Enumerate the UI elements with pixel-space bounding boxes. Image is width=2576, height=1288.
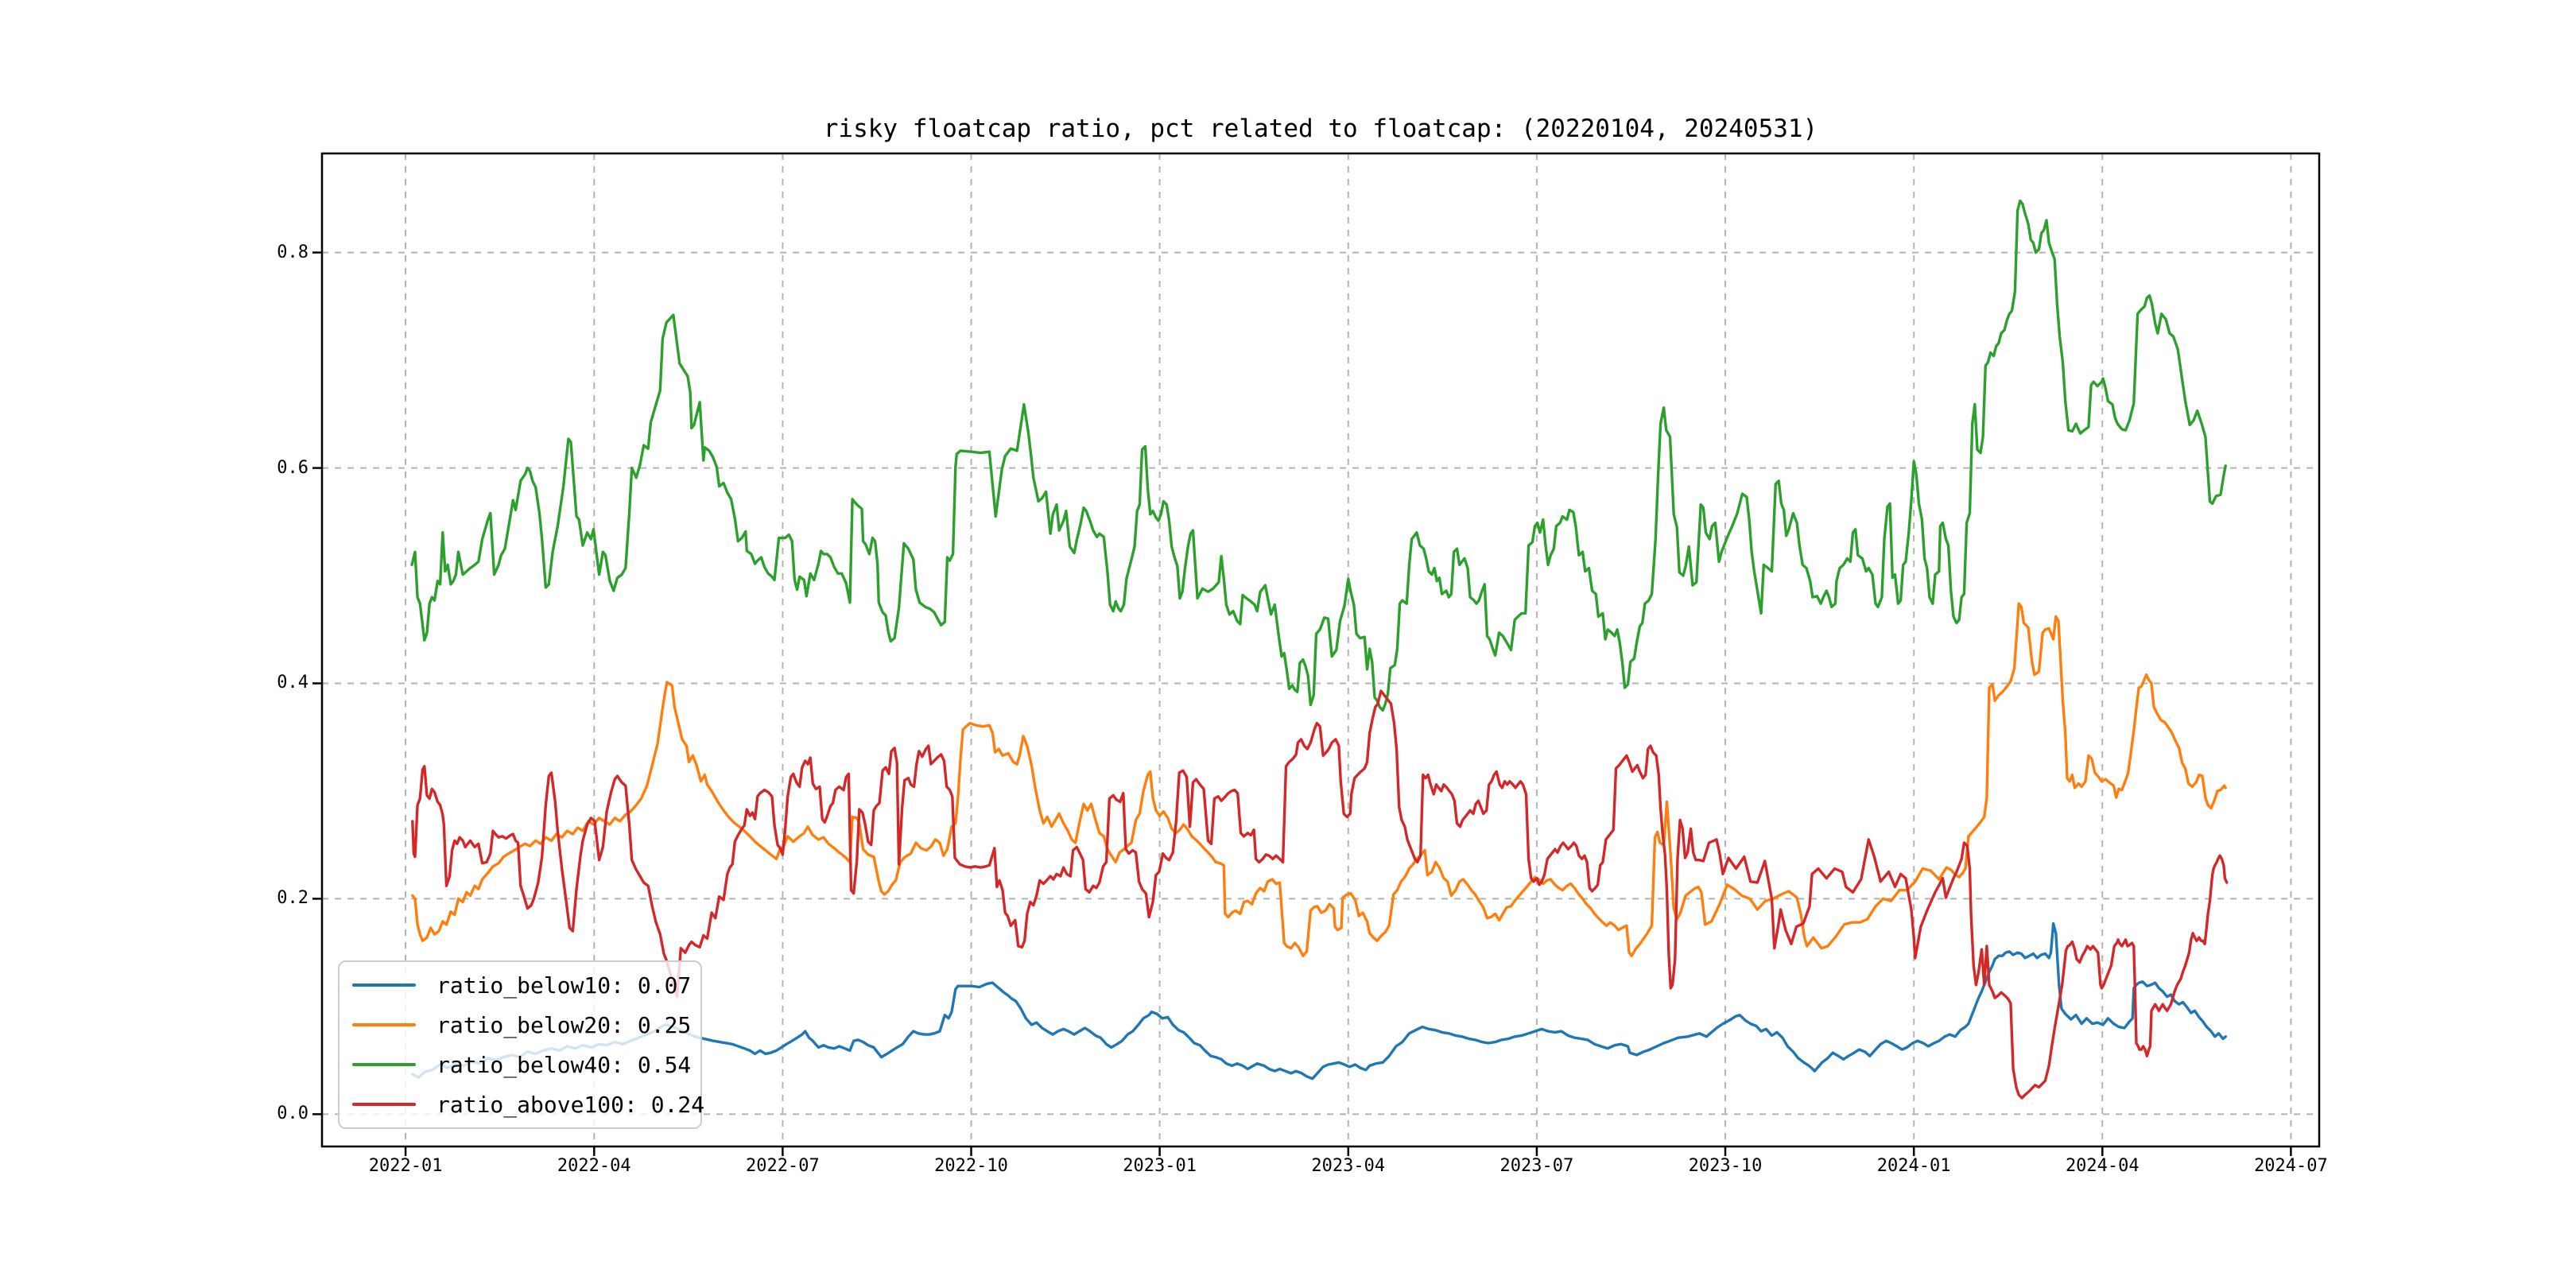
x-tick-label: 2023-10 <box>1688 1156 1763 1176</box>
chart-title: risky floatcap ratio, pct related to flo… <box>823 114 1818 143</box>
legend-item-ratio-above100: ratio_above100: 0.24 <box>339 1084 704 1124</box>
line-ratio_below40 <box>410 199 2227 712</box>
legend-label: ratio_above100: 0.24 <box>436 1091 705 1118</box>
x-tick-label: 2024-07 <box>2254 1156 2328 1176</box>
y-tick-label: 0.6 <box>277 457 308 478</box>
y-tick-label: 0.2 <box>277 888 308 909</box>
y-tick-label: 0.4 <box>277 673 308 693</box>
legend-item-ratio-below20: ratio_below20: 0.25 <box>339 1005 700 1045</box>
line-ratio_below10 <box>411 921 2227 1080</box>
legend-line-sample-orange <box>352 1023 416 1026</box>
legend-line-sample-green <box>352 1063 416 1066</box>
x-tick-label: 2023-01 <box>1123 1156 1197 1176</box>
line-ratio_below20 <box>411 602 2227 957</box>
line-ratio_above100 <box>411 689 2229 1100</box>
x-tick-label: 2024-01 <box>1876 1156 1951 1176</box>
legend-line-sample-blue <box>352 983 416 987</box>
x-tick-label: 2024-04 <box>2065 1156 2140 1176</box>
legend-label: ratio_below20: 0.25 <box>436 1011 692 1038</box>
legend-label: ratio_below10: 0.07 <box>436 972 692 999</box>
legend-item-ratio-below10: ratio_below10: 0.07 <box>339 965 700 1005</box>
x-tick-label: 2023-04 <box>1311 1156 1386 1176</box>
legend-item-ratio-below40: ratio_below40: 0.54 <box>339 1045 700 1084</box>
axes-spines <box>320 152 2321 1148</box>
x-tick-label: 2022-10 <box>934 1156 1008 1176</box>
legend-line-sample-red <box>352 1103 416 1106</box>
x-tick-label: 2022-01 <box>368 1156 443 1176</box>
x-tick-label: 2023-07 <box>1499 1156 1574 1176</box>
x-tick-label: 2022-04 <box>557 1156 631 1176</box>
legend: ratio_below10: 0.07 ratio_below20: 0.25 … <box>338 960 704 1129</box>
legend-label: ratio_below40: 0.54 <box>436 1051 692 1078</box>
y-tick-label: 0.8 <box>277 242 308 262</box>
x-tick-label: 2022-07 <box>746 1156 820 1176</box>
y-tick-label: 0.0 <box>277 1104 308 1124</box>
